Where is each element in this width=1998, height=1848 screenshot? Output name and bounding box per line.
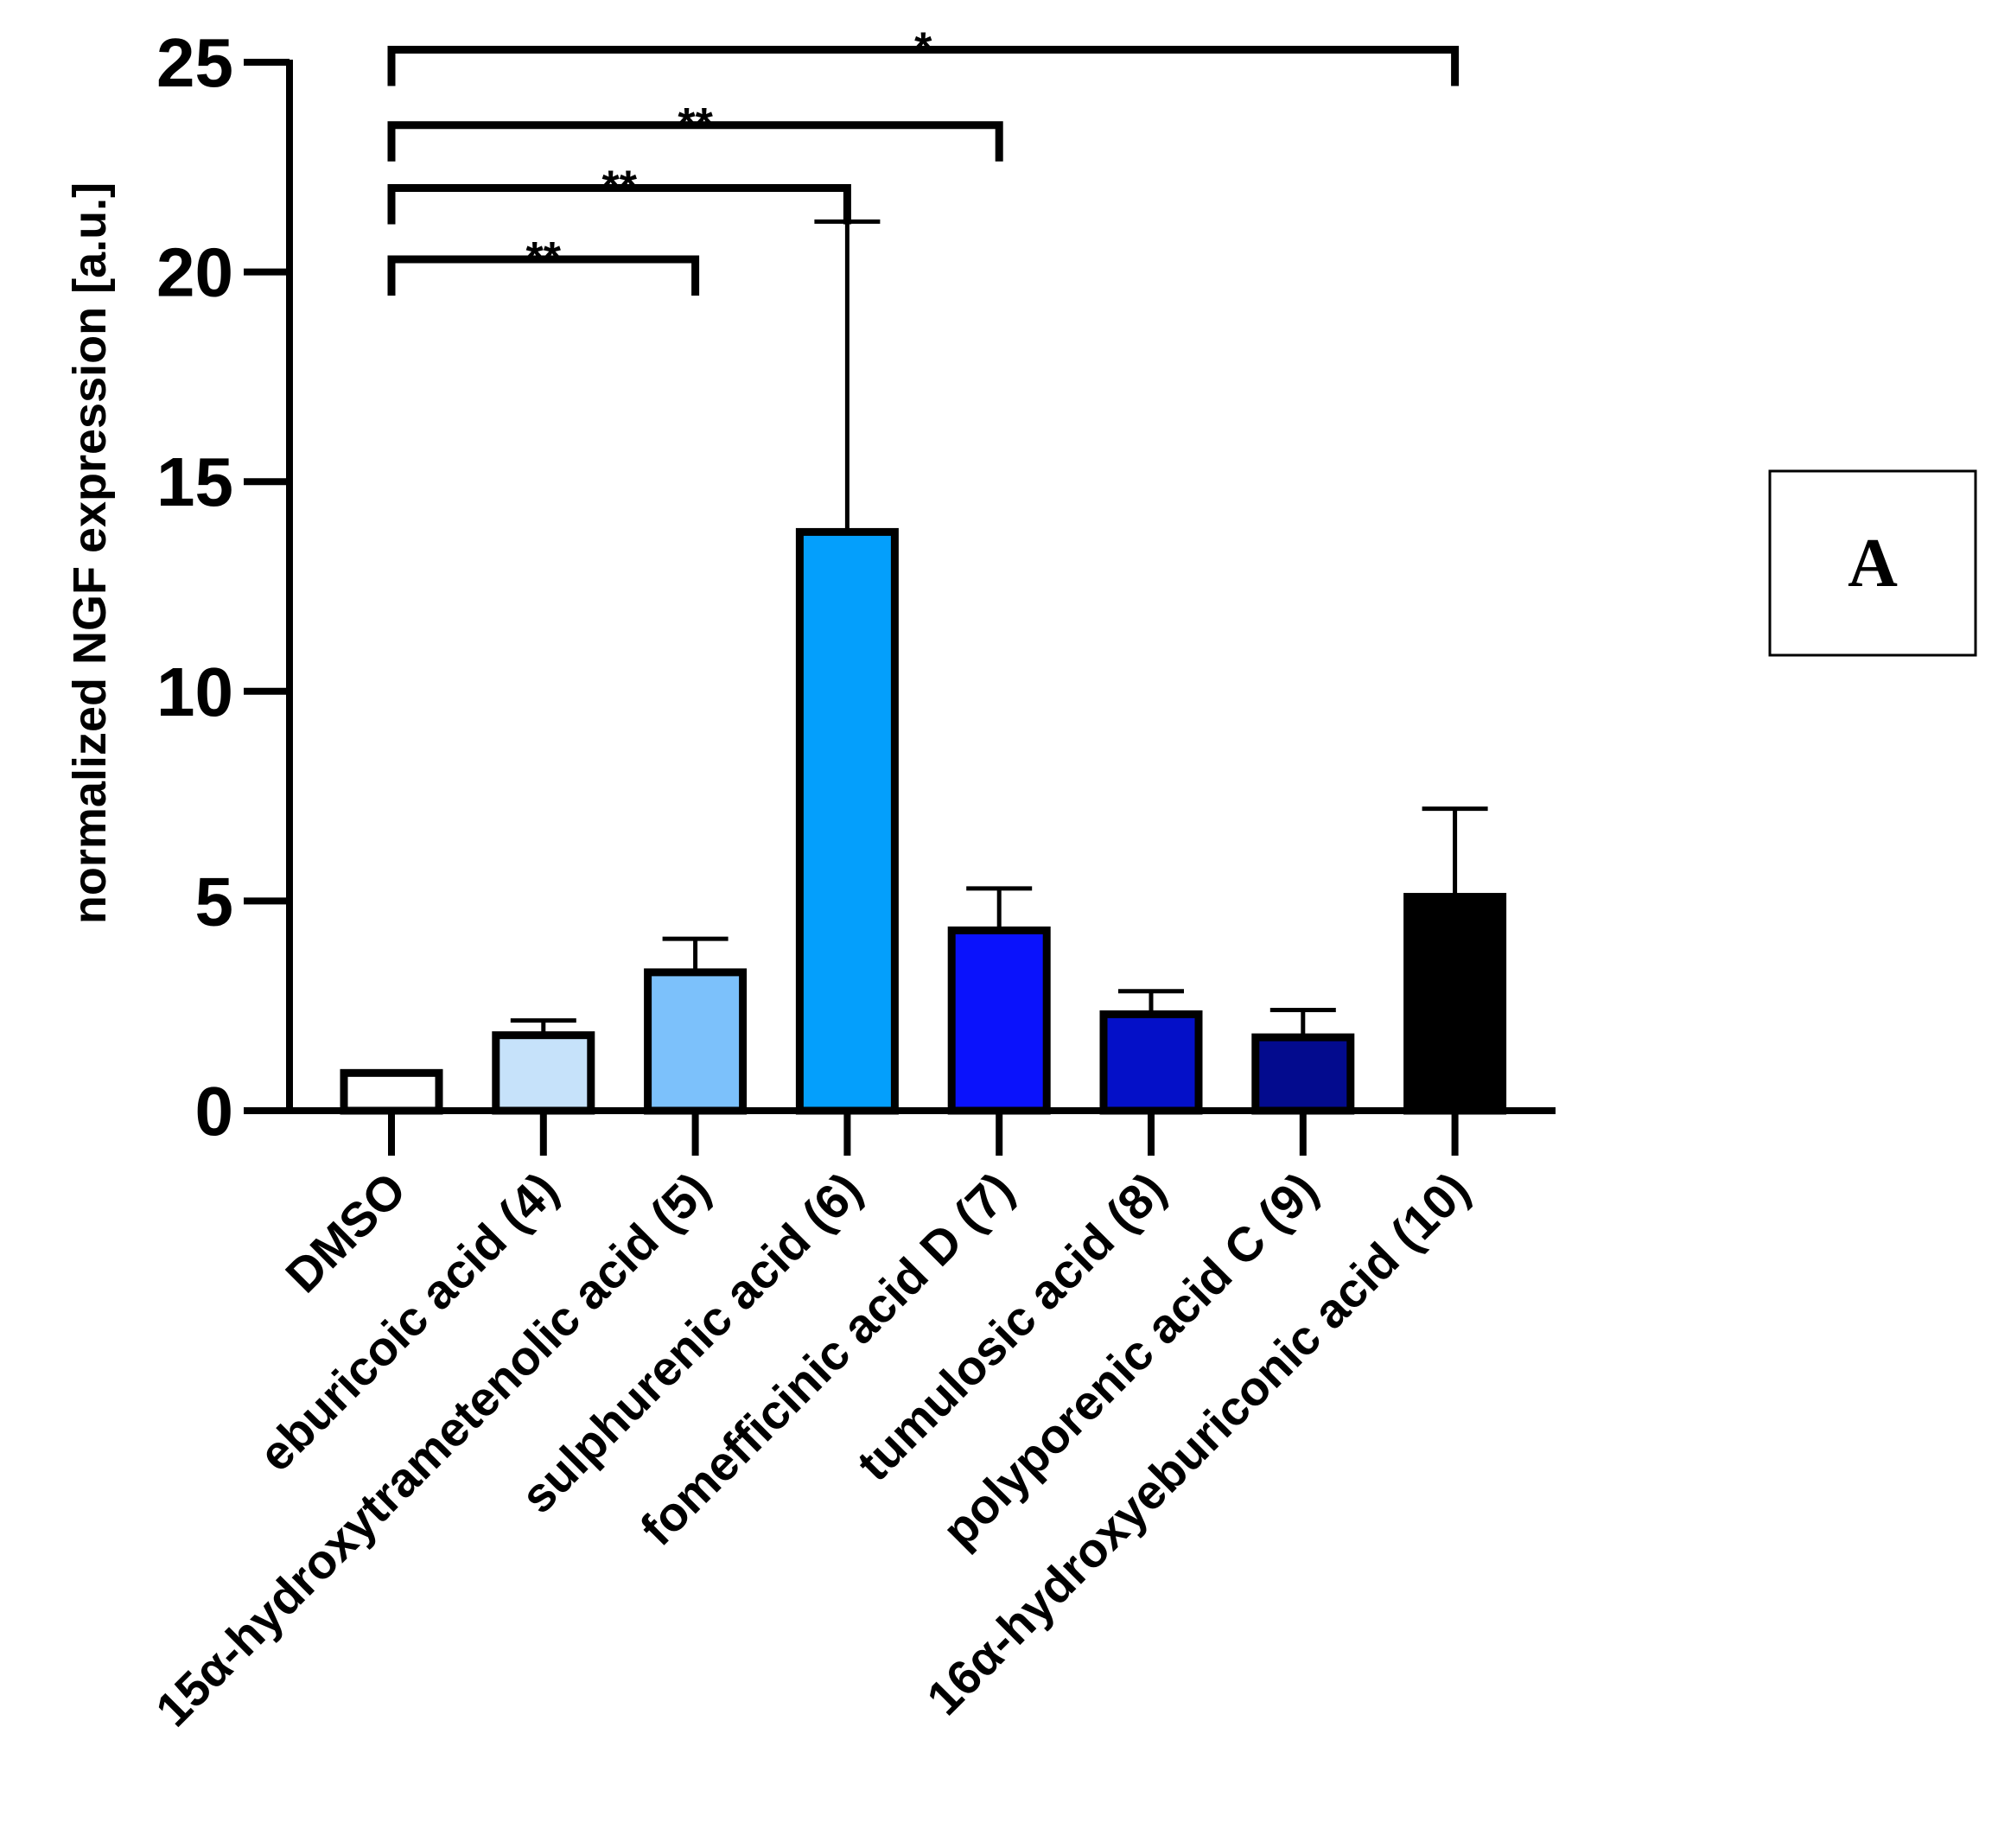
- bar: [644, 968, 748, 1115]
- y-axis-title: normalized NGF expression [a.u.]: [64, 182, 116, 924]
- panel-label: A: [1848, 526, 1898, 602]
- panel-label-box: A: [1768, 469, 1977, 657]
- bars: [340, 527, 1507, 1115]
- x-category-label: DMSO: [275, 1162, 416, 1303]
- x-category-label: 16α-hydroxyeburiconic acid (10): [916, 1162, 1479, 1725]
- axes: 0 5 10 15 20 25: [156, 24, 1556, 1156]
- y-tick-label: 15: [156, 443, 233, 520]
- y-tick-label: 20: [156, 234, 233, 311]
- significance-label: **: [526, 233, 562, 284]
- y-tick-label: 5: [195, 863, 234, 940]
- y-tick-label: 10: [156, 653, 233, 730]
- y-tick-label: 0: [195, 1073, 234, 1150]
- significance-bracket: [387, 255, 700, 296]
- significance-label: *: [914, 23, 932, 73]
- bar: [492, 1031, 595, 1115]
- significance-label: **: [601, 162, 637, 213]
- bar: [1403, 893, 1507, 1115]
- bar: [795, 527, 899, 1115]
- bar: [1251, 1033, 1355, 1115]
- significance-bracket: [387, 45, 1460, 86]
- bar: [947, 926, 1051, 1115]
- significance-bracket: [387, 121, 1003, 162]
- x-category-label: eburicoic acid (4): [248, 1162, 568, 1482]
- bar: [340, 1068, 443, 1115]
- significance-bracket: [387, 184, 851, 225]
- error-bars: [510, 219, 1488, 1038]
- significance-label: **: [678, 99, 713, 150]
- y-tick-label: 25: [156, 24, 233, 101]
- significance-brackets: *******: [387, 23, 1460, 296]
- bar: [1099, 1010, 1203, 1115]
- x-category-label: 15α-hydroxytrametenolic acid (5): [145, 1162, 720, 1736]
